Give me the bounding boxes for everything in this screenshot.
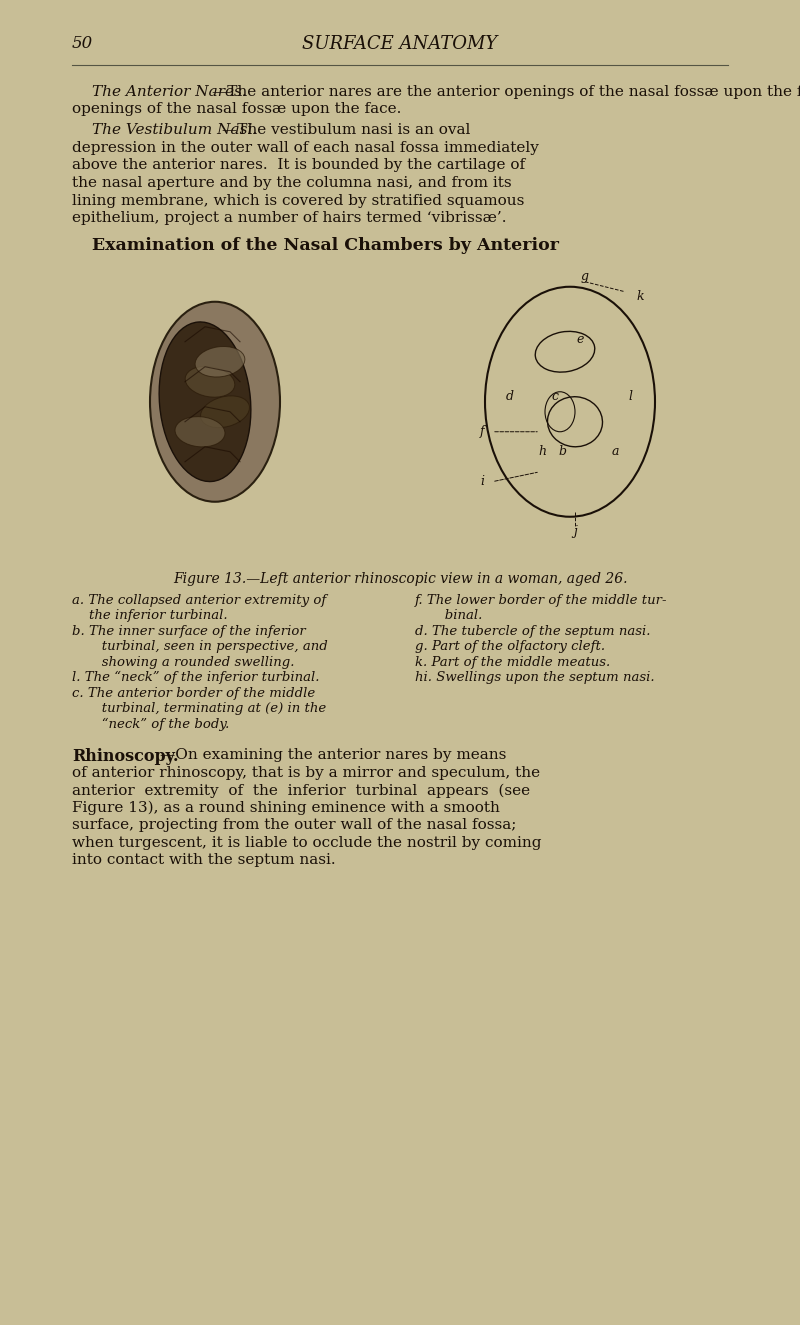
Text: g. Part of the olfactory cleft.: g. Part of the olfactory cleft. bbox=[415, 640, 605, 653]
Text: i: i bbox=[480, 476, 484, 488]
Text: b. The inner surface of the inferior: b. The inner surface of the inferior bbox=[72, 625, 306, 637]
Text: a: a bbox=[611, 445, 618, 458]
Text: The Vestibulum Nasi.: The Vestibulum Nasi. bbox=[92, 123, 258, 138]
Text: “neck” of the body.: “neck” of the body. bbox=[72, 718, 230, 731]
Text: f. The lower border of the middle tur-: f. The lower border of the middle tur- bbox=[415, 594, 667, 607]
Text: surface, projecting from the outer wall of the nasal fossa;: surface, projecting from the outer wall … bbox=[72, 819, 516, 832]
Text: d. The tubercle of the septum nasi.: d. The tubercle of the septum nasi. bbox=[415, 625, 650, 637]
Text: binal.: binal. bbox=[415, 610, 482, 623]
Text: —The anterior nares are the anterior openings of the nasal fossæ upon the face.: —The anterior nares are the anterior ope… bbox=[212, 85, 800, 99]
Text: j: j bbox=[573, 525, 577, 538]
Text: of anterior rhinoscopy, that is by a mirror and speculum, the: of anterior rhinoscopy, that is by a mir… bbox=[72, 766, 540, 779]
Ellipse shape bbox=[175, 416, 225, 447]
Text: hi. Swellings upon the septum nasi.: hi. Swellings upon the septum nasi. bbox=[415, 672, 654, 684]
Ellipse shape bbox=[201, 396, 250, 428]
Text: f: f bbox=[480, 425, 484, 439]
Text: a. The collapsed anterior extremity of: a. The collapsed anterior extremity of bbox=[72, 594, 326, 607]
Text: e: e bbox=[576, 334, 584, 346]
Text: —On examining the anterior nares by means: —On examining the anterior nares by mean… bbox=[160, 749, 506, 762]
Text: openings of the nasal fossæ upon the face.: openings of the nasal fossæ upon the fac… bbox=[72, 102, 402, 117]
Text: turbinal, terminating at (e) in the: turbinal, terminating at (e) in the bbox=[72, 702, 326, 716]
Text: 50: 50 bbox=[72, 34, 94, 52]
Text: depression in the outer wall of each nasal fossa immediately: depression in the outer wall of each nas… bbox=[72, 140, 539, 155]
Text: d: d bbox=[506, 391, 514, 403]
Ellipse shape bbox=[186, 366, 234, 398]
Text: when turgescent, it is liable to occlude the nostril by coming: when turgescent, it is liable to occlude… bbox=[72, 836, 542, 849]
Text: Figure 13), as a round shining eminence with a smooth: Figure 13), as a round shining eminence … bbox=[72, 800, 500, 815]
Text: anterior  extremity  of  the  inferior  turbinal  appears  (see: anterior extremity of the inferior turbi… bbox=[72, 783, 530, 798]
Ellipse shape bbox=[195, 347, 245, 378]
Text: The Anterior Nares.: The Anterior Nares. bbox=[92, 85, 246, 99]
Text: lining membrane, which is covered by stratified squamous: lining membrane, which is covered by str… bbox=[72, 193, 524, 208]
Text: l: l bbox=[628, 391, 632, 403]
Text: the nasal aperture and by the columna nasi, and from its: the nasal aperture and by the columna na… bbox=[72, 176, 512, 189]
Text: the inferior turbinal.: the inferior turbinal. bbox=[72, 610, 228, 623]
Text: c. The anterior border of the middle: c. The anterior border of the middle bbox=[72, 686, 315, 700]
Text: Rhinoscopy.: Rhinoscopy. bbox=[72, 749, 178, 766]
Text: g: g bbox=[581, 270, 589, 284]
Ellipse shape bbox=[150, 302, 280, 502]
Text: l. The “neck” of the inferior turbinal.: l. The “neck” of the inferior turbinal. bbox=[72, 672, 319, 685]
Text: b: b bbox=[558, 445, 566, 458]
Text: h: h bbox=[538, 445, 546, 458]
Text: showing a rounded swelling.: showing a rounded swelling. bbox=[72, 656, 294, 669]
Text: epithelium, project a number of hairs termed ‘vibrissæ’.: epithelium, project a number of hairs te… bbox=[72, 211, 506, 225]
Ellipse shape bbox=[159, 322, 251, 481]
Text: into contact with the septum nasi.: into contact with the septum nasi. bbox=[72, 853, 336, 868]
Text: SURFACE ANATOMY: SURFACE ANATOMY bbox=[302, 34, 498, 53]
Text: k: k bbox=[636, 290, 644, 303]
Text: c: c bbox=[551, 391, 558, 403]
Text: k. Part of the middle meatus.: k. Part of the middle meatus. bbox=[415, 656, 610, 669]
Text: Examination of the Nasal Chambers by Anterior: Examination of the Nasal Chambers by Ant… bbox=[92, 237, 559, 254]
Text: turbinal, seen in perspective, and: turbinal, seen in perspective, and bbox=[72, 640, 328, 653]
Text: —The vestibulum nasi is an oval: —The vestibulum nasi is an oval bbox=[222, 123, 470, 138]
Text: Figure 13.—Left anterior rhinoscopic view in a woman, aged 26.: Figure 13.—Left anterior rhinoscopic vie… bbox=[173, 572, 627, 586]
Text: above the anterior nares.  It is bounded by the cartilage of: above the anterior nares. It is bounded … bbox=[72, 159, 525, 172]
